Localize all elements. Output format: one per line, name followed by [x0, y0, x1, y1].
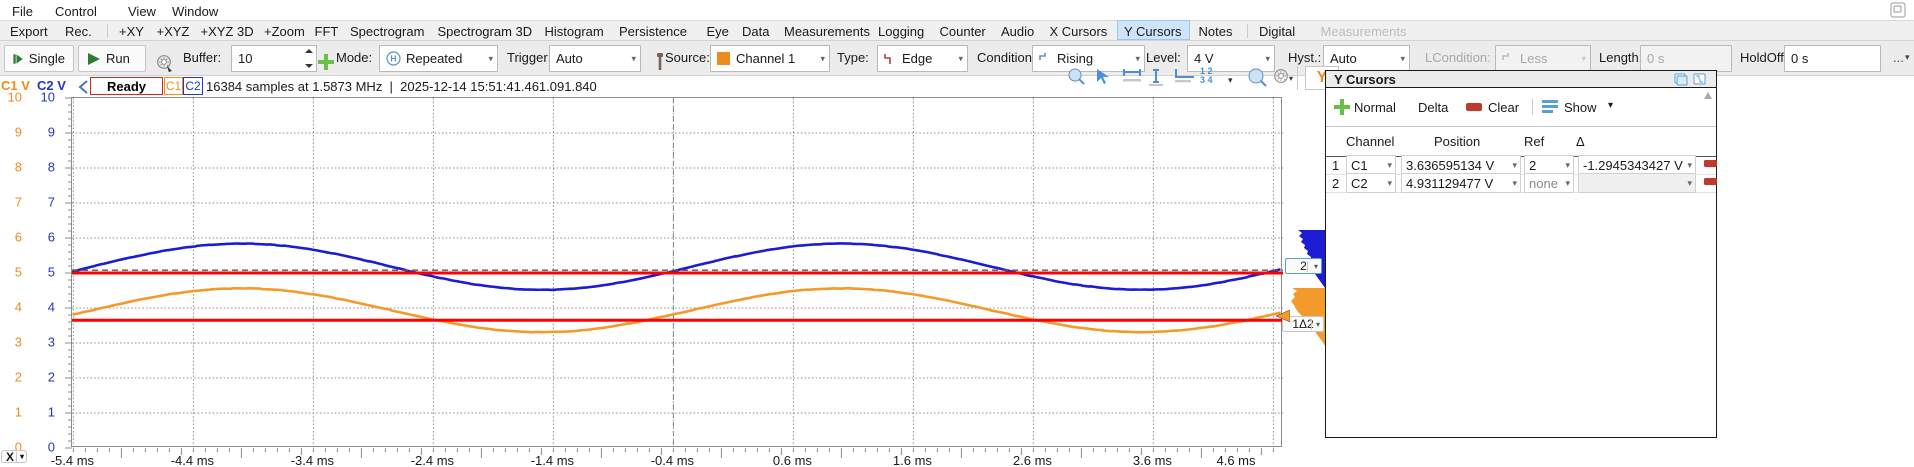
svg-text:H: H [390, 54, 396, 64]
